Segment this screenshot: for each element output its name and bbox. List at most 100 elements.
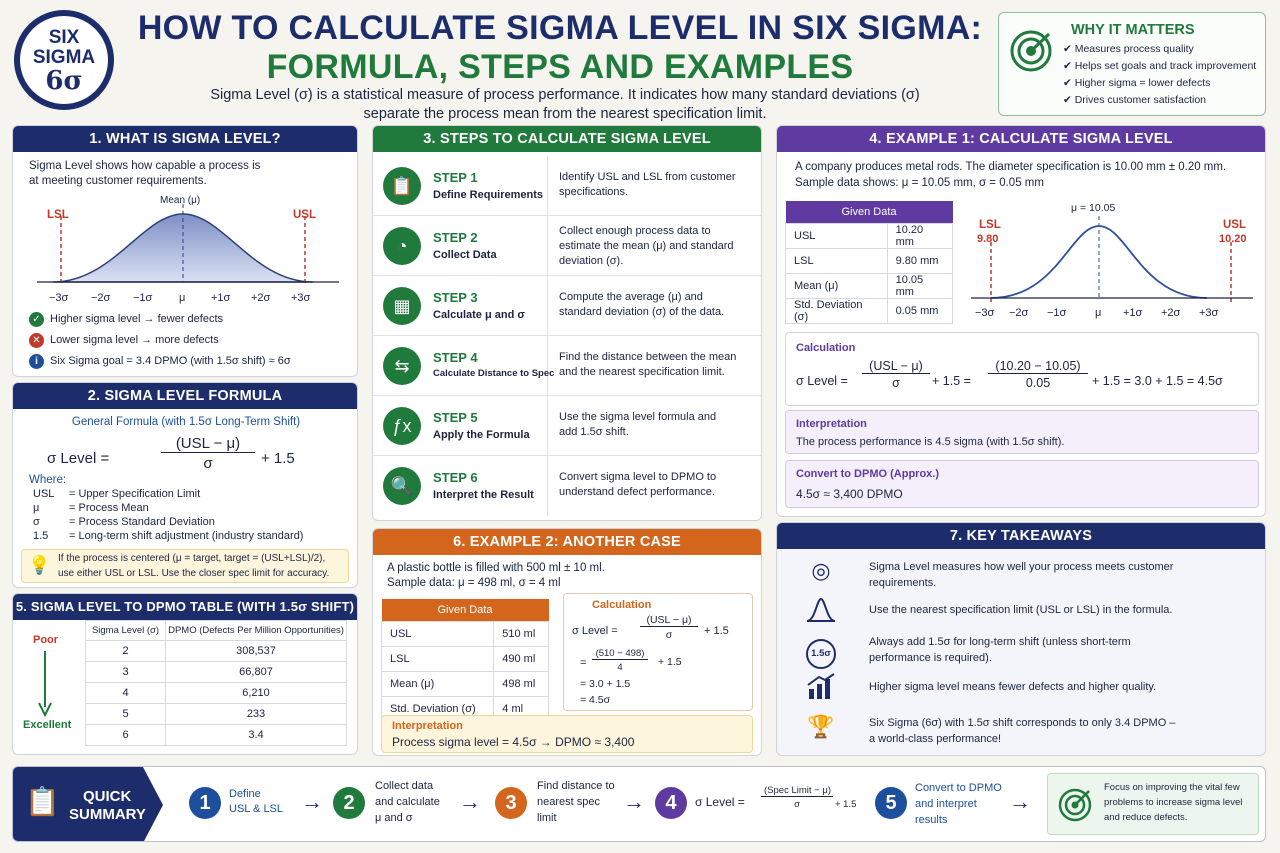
calc-denominator: 0.05 <box>988 373 1088 390</box>
summary-label-line1: QUICK <box>83 788 132 805</box>
why-it-matters-box: WHY IT MATTERS ✔ Measures process qualit… <box>998 12 1266 116</box>
step-desc: Convert sigma level to DPMO to <box>559 471 717 483</box>
step-desc: standard deviation (σ) of the data. <box>559 306 725 318</box>
section-what-is-sigma: 1. WHAT IS SIGMA LEVEL? Sigma Level show… <box>12 125 358 377</box>
given-label: USL <box>380 620 495 647</box>
calc-plus: + 1.5 <box>658 656 682 668</box>
why-item-text: Measures process quality <box>1074 43 1194 55</box>
step-desc: Collect enough process data to <box>559 225 711 237</box>
interp-text: Process sigma level = 4.5σ → DPMO ≈ 3,40… <box>392 735 635 749</box>
page-title-line2: FORMULA, STEPS AND EXAMPLES <box>266 48 854 86</box>
summary-denominator: σ <box>761 796 833 810</box>
calc-denominator: σ <box>862 373 930 390</box>
dpmo-cell: 6,210 <box>165 682 347 704</box>
given-value: 498 ml <box>493 670 549 697</box>
tip-line: Focus on improving the vital few <box>1104 782 1240 793</box>
tip-line: and reduce defects. <box>1104 812 1188 823</box>
section-key-takeaways: 7. KEY TAKEAWAYS ◎ 1.5σ 🏆 Sigma Level me… <box>776 522 1266 756</box>
logo-line2: SIGMA <box>32 47 96 68</box>
summary-step-text: limit <box>537 812 557 824</box>
note-line2: use either USL or LSL. Use the closer sp… <box>58 568 330 579</box>
calc-lhs: σ Level = <box>796 374 848 388</box>
summary-formula-fraction: (Spec Limit − μ) σ <box>761 785 833 810</box>
trophy-icon: 🏆 <box>807 714 835 739</box>
convert-dpmo-box: Convert to DPMO (Approx.) 4.5σ ≈ 3,400 D… <box>785 460 1259 508</box>
calc-equals: = <box>580 657 587 669</box>
step-divider <box>547 156 548 216</box>
interp-label: Interpretation <box>796 418 867 430</box>
takeaway-text: performance is required). <box>869 652 992 664</box>
summary-step-text: Collect data <box>375 780 434 792</box>
given-label: USL <box>785 222 888 249</box>
quick-summary-label: 📋 QUICK SUMMARY <box>13 767 163 841</box>
def-term: μ <box>33 502 40 514</box>
example-normal-curve <box>971 216 1253 302</box>
summary-numerator: (Spec Limit − μ) <box>764 785 831 796</box>
info-icon: i <box>29 354 44 369</box>
given-label: LSL <box>380 645 495 672</box>
summary-step-number: 4 <box>655 787 687 819</box>
calc-plus: + 1.5 = <box>932 374 971 388</box>
interpretation-box: Interpretation Process sigma level = 4.5… <box>381 715 753 753</box>
why-item: ✔ Drives customer satisfaction <box>1063 94 1207 106</box>
why-item-text: Drives customer satisfaction <box>1074 94 1207 106</box>
def-text: = Process Mean <box>69 502 149 514</box>
shift-badge-text: 1.5σ <box>806 639 836 669</box>
dpmo-cell: 233 <box>165 703 347 725</box>
target-icon: ◎ <box>811 558 831 583</box>
pie-chart-icon: ◔ <box>383 227 421 265</box>
convert-label: Convert to DPMO (Approx.) <box>796 468 939 480</box>
takeaway-text: requirements. <box>869 577 937 589</box>
axis-tick: −1σ <box>133 292 153 304</box>
summary-step-text: results <box>915 814 948 826</box>
given-value: 10.05 mm <box>886 272 954 299</box>
summary-step-text: Find distance to <box>537 780 615 792</box>
calc-fraction-1: (USL − μ) σ <box>862 359 930 390</box>
def-term: USL <box>33 488 55 500</box>
why-item-text: Higher sigma = lower defects <box>1074 77 1211 89</box>
summary-formula-plus: + 1.5 <box>835 799 857 810</box>
given-data-table: Given Data USL 510 ml LSL 490 ml Mean (μ) 4… <box>380 599 549 722</box>
interpretation-box: Interpretation The process performance i… <box>785 410 1259 454</box>
table-row: Mean (μ) 10.05 mm <box>785 272 954 299</box>
step-desc: and the nearest specification limit. <box>559 366 725 378</box>
table-row: 6 3.4 <box>85 724 347 746</box>
step-divider <box>547 276 548 336</box>
formula-lhs: σ Level = <box>47 450 110 467</box>
summary-label-line2: SUMMARY <box>69 806 146 823</box>
sigma-cell: 6 <box>85 724 166 746</box>
calc-fraction-1: (USL − μ) σ <box>640 614 698 641</box>
formula-fraction: (USL − μ) σ <box>161 435 255 472</box>
formula-note-box: 💡 If the process is centered (μ = target… <box>21 549 349 583</box>
calc-denominator: σ <box>640 626 698 641</box>
step-row: ⇆ STEP 4 Calculate Distance to Spec Find th… <box>373 336 761 396</box>
axis-tick: −3σ <box>49 292 69 304</box>
takeaway-text: Use the nearest specification limit (USL… <box>869 604 1173 616</box>
takeaway-text: Higher sigma level means fewer defects a… <box>869 681 1157 693</box>
given-value: 0.05 mm <box>886 297 954 324</box>
axis-tick: −1σ <box>1047 307 1067 319</box>
step-number: STEP 1 <box>433 170 478 185</box>
section-title: 6. EXAMPLE 2: ANOTHER CASE <box>373 529 761 555</box>
where-label: Where: <box>29 474 67 486</box>
section-title: 7. KEY TAKEAWAYS <box>777 523 1265 549</box>
step-number: STEP 2 <box>433 230 478 245</box>
arrow-right-icon: → <box>301 789 323 814</box>
table-row: Std. Deviation (σ) 0.05 mm <box>785 297 954 324</box>
given-data-header: Given Data <box>785 201 953 223</box>
distance-arrows-icon: ⇆ <box>383 347 421 385</box>
note-line1: If the process is centered (μ = target, … <box>58 553 326 564</box>
given-value: 9.80 mm <box>886 247 954 274</box>
why-item: ✔ Measures process quality <box>1063 43 1194 55</box>
calculation-box: Calculation σ Level = (USL − μ) σ + 1.5 … <box>563 593 753 711</box>
magnifier-icon: 🔍 <box>383 467 421 505</box>
table-row: 3 66,807 <box>85 661 347 683</box>
given-value: 10.20 mm <box>886 222 954 249</box>
step-desc: specifications. <box>559 186 629 198</box>
page-subtitle-line2: separate the process mean from the neare… <box>363 106 767 122</box>
calc-plus: + 1.5 <box>704 625 729 637</box>
dpmo-cell: 308,537 <box>165 640 347 662</box>
lsl-label: LSL <box>979 219 1001 231</box>
step-desc: Identify USL and LSL from customer <box>559 171 736 183</box>
step-row: ◔ STEP 2 Collect Data Collect enough proces… <box>373 216 761 276</box>
